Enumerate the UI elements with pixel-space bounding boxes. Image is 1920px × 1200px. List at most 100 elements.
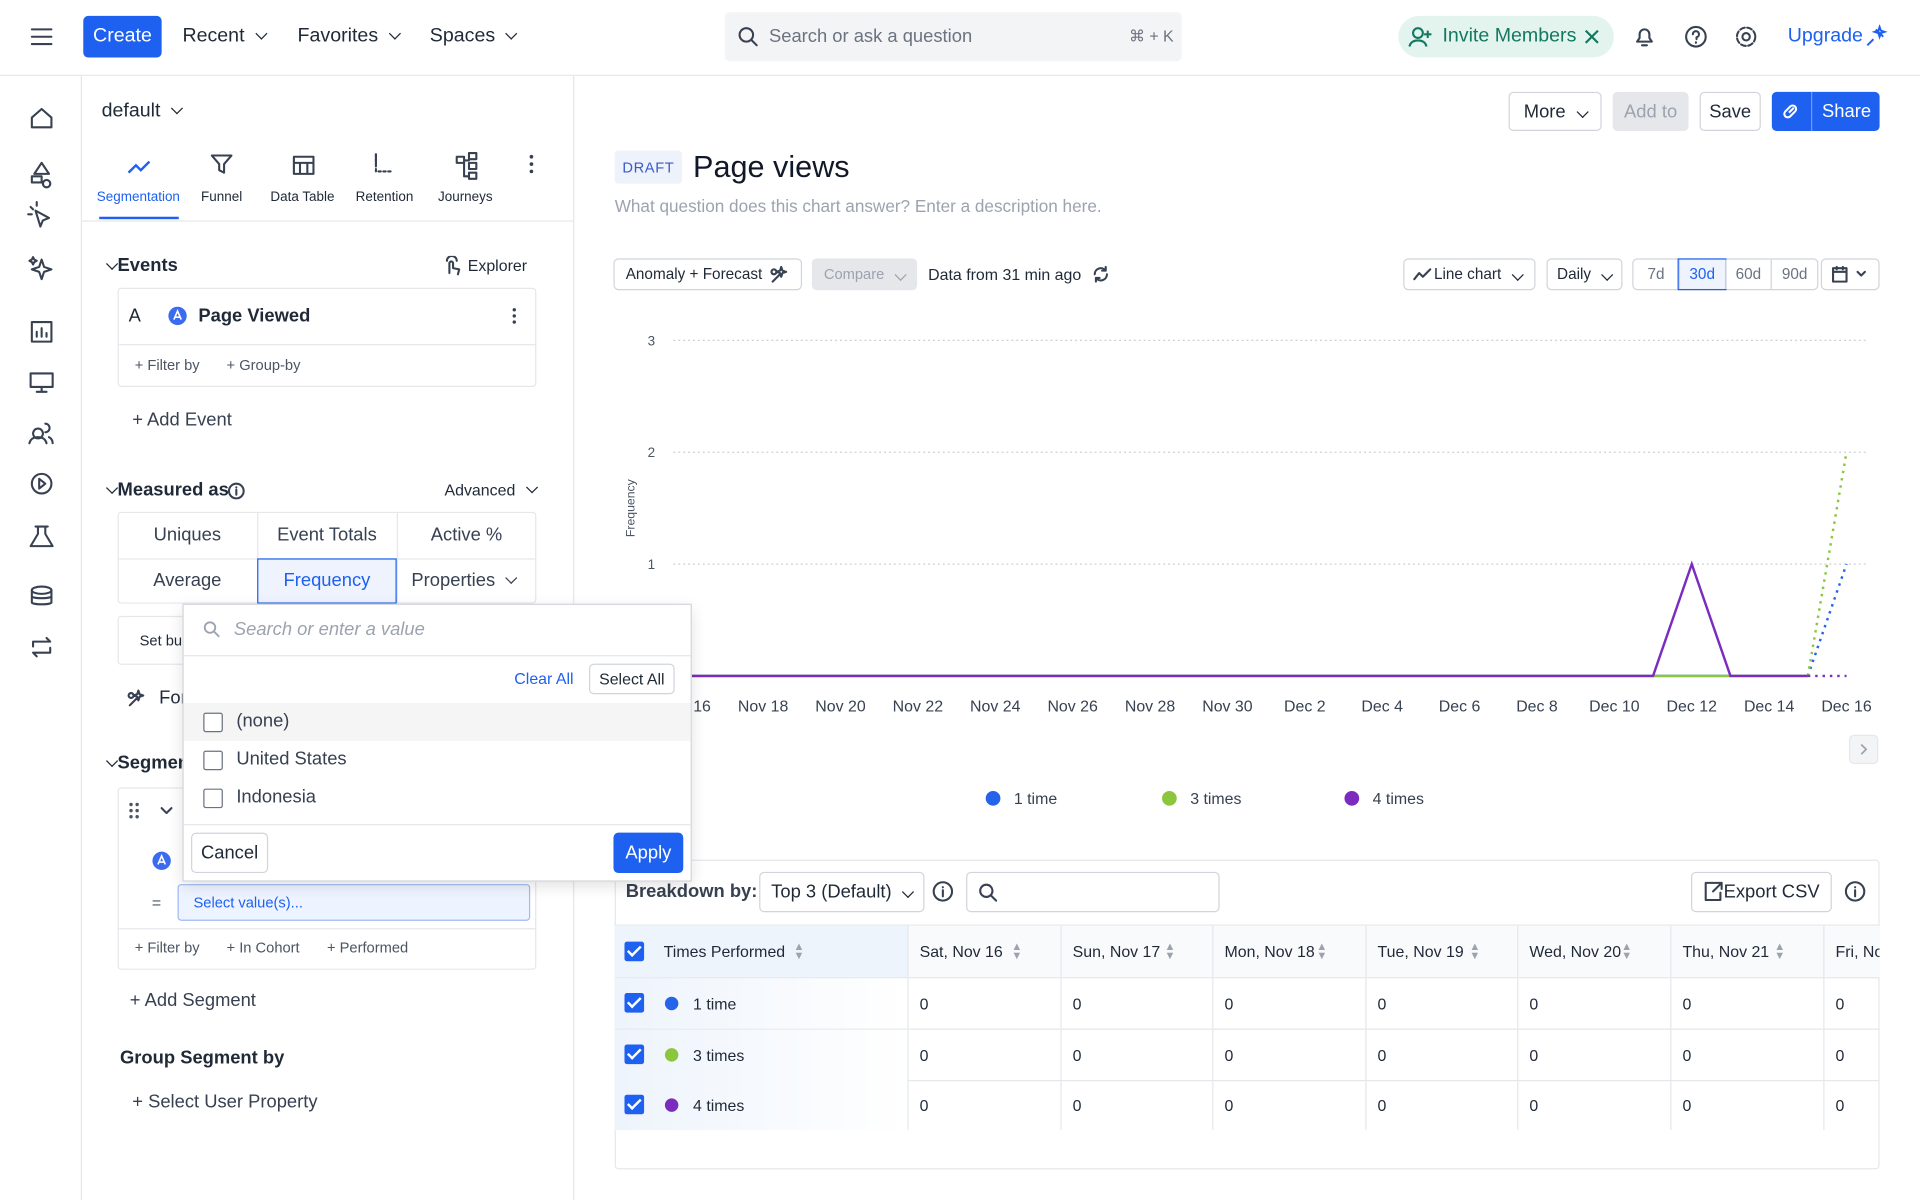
header-cell[interactable]: Sun, Nov 17 ▲ ▼ [1060, 925, 1213, 978]
sort-icon[interactable]: ▲ ▼ [793, 940, 805, 962]
compare-button[interactable]: Compare [811, 258, 918, 291]
invite-pill[interactable] [1398, 15, 1614, 58]
tab-data-table[interactable]: Data Table [270, 189, 335, 205]
select-all[interactable]: Select All [588, 663, 675, 695]
tab-retention[interactable]: Retention [355, 189, 414, 205]
save-button[interactable]: Save [1699, 91, 1761, 132]
chart-description[interactable]: What question does this chart answer? En… [614, 195, 1102, 216]
segment-cohort[interactable]: + In Cohort [226, 939, 300, 957]
legend-label[interactable]: 1 time [1014, 791, 1057, 808]
add-to-button[interactable]: Add to [1612, 91, 1689, 132]
add-event[interactable]: + Add Event [132, 409, 232, 431]
nav-spaces[interactable]: Spaces [430, 26, 516, 48]
help-icon[interactable] [1684, 24, 1708, 48]
sort-icon[interactable]: ▲ ▼ [1316, 940, 1328, 962]
legend-label[interactable]: 4 times [1373, 791, 1424, 808]
measure-option[interactable]: Average [153, 570, 222, 591]
tab-segmentation[interactable]: Segmentation [96, 189, 180, 205]
checkbox[interactable] [624, 941, 645, 962]
range-option[interactable]: 7d [1647, 265, 1665, 283]
option-row[interactable]: (none) [183, 702, 691, 741]
checkbox[interactable] [624, 1094, 645, 1115]
sort-icon[interactable]: ▲ ▼ [1011, 940, 1023, 962]
checkbox[interactable] [203, 712, 223, 733]
add-segment[interactable]: + Add Segment [129, 990, 256, 1011]
nav-icons[interactable] [0, 76, 82, 688]
set-buckets[interactable]: Set bu [139, 631, 183, 649]
measure-option[interactable]: Uniques [153, 524, 222, 546]
segment-filter[interactable]: + Filter by [134, 939, 200, 957]
table-search[interactable] [966, 871, 1220, 913]
header-cell[interactable]: Wed, Nov 20 ▲ ▼ [1517, 925, 1671, 978]
header-cell[interactable]: Mon, Nov 18 ▲ ▼ [1212, 925, 1366, 978]
nav-recent[interactable]: Recent [182, 26, 265, 48]
range-option[interactable]: 90d [1770, 259, 1817, 289]
chart-title[interactable]: Page views [693, 150, 850, 185]
measure-option[interactable]: Properties [411, 570, 516, 591]
legend-marker[interactable] [1344, 791, 1360, 806]
header-cell[interactable]: Thu, Nov 21 ▲ ▼ [1670, 925, 1824, 978]
more-button[interactable]: More [1508, 91, 1602, 132]
search-box[interactable] [724, 12, 1182, 62]
share-button[interactable]: Share [1822, 101, 1872, 122]
segment-performed[interactable]: + Performed [326, 939, 409, 957]
apply-button[interactable]: Apply [613, 832, 684, 874]
info-icon[interactable] [932, 880, 954, 902]
bell-icon[interactable] [1633, 24, 1655, 48]
invite-members[interactable]: Invite Members [1442, 25, 1577, 47]
settings-icon[interactable] [1734, 24, 1758, 48]
header-cell[interactable]: Times Performed ▲ ▼ [614, 925, 908, 978]
select-values[interactable]: Select value(s)... [193, 893, 303, 912]
scroll-right[interactable] [1848, 734, 1879, 765]
option-row[interactable]: Indonesia [184, 779, 691, 817]
measure-option[interactable]: Event Totals [277, 524, 377, 546]
interval-select[interactable]: Daily [1546, 258, 1623, 291]
info-icon[interactable] [1844, 880, 1866, 902]
refresh-icon[interactable] [1091, 264, 1111, 284]
event-name[interactable]: Page Viewed [198, 305, 311, 327]
upgrade-link[interactable]: Upgrade [1787, 25, 1863, 47]
checkbox[interactable] [624, 1043, 645, 1064]
cancel-button[interactable]: Cancel [191, 832, 269, 874]
drag-handle[interactable] [127, 801, 176, 821]
checkbox[interactable] [203, 788, 223, 809]
measure-option[interactable]: Frequency [283, 570, 371, 591]
advanced-select[interactable]: Advanced [444, 481, 536, 499]
value-select[interactable] [177, 884, 531, 921]
project-select[interactable]: default [102, 100, 182, 122]
legend-label[interactable]: 3 times [1190, 791, 1241, 808]
info-icon[interactable] [227, 482, 245, 500]
tab-funnel[interactable]: Funnel [201, 189, 243, 205]
group-by[interactable]: + Group-by [226, 356, 301, 374]
kebab-icon[interactable] [509, 306, 519, 326]
checkbox[interactable] [203, 750, 223, 771]
sort-icon[interactable]: ▲ ▼ [1469, 940, 1481, 962]
range-option[interactable]: 30d [1677, 258, 1726, 291]
breakdown-select[interactable]: Top 3 (Default) [759, 871, 925, 913]
export-csv[interactable]: Export CSV [1691, 871, 1832, 913]
nav-favorites[interactable]: Favorites [298, 26, 399, 48]
sort-icon[interactable]: ▲ ▼ [1621, 940, 1633, 962]
select-user-property[interactable]: + Select User Property [132, 1091, 318, 1113]
anomaly-button[interactable]: Anomaly + Forecast [613, 258, 803, 291]
filter-by[interactable]: + Filter by [134, 356, 200, 374]
sort-icon[interactable]: ▲ ▼ [1774, 940, 1786, 962]
menu-icon[interactable] [29, 24, 53, 48]
calendar-button[interactable] [1820, 258, 1880, 291]
range-option[interactable]: 60d [1724, 259, 1771, 289]
clear-all[interactable]: Clear All [514, 669, 574, 688]
header-cell[interactable]: Tue, Nov 19 ▲ ▼ [1365, 925, 1518, 978]
checkbox[interactable] [624, 993, 645, 1013]
sort-icon[interactable]: ▲ ▼ [1164, 940, 1176, 962]
header-cell[interactable]: Fri, No▲▼ [1823, 925, 1880, 978]
tab-journeys[interactable]: Journeys [437, 189, 493, 205]
dropdown-search[interactable]: Search or enter a value [233, 618, 425, 640]
option-row[interactable]: United States [184, 741, 691, 779]
header-cell[interactable]: Sat, Nov 16 ▲ ▼ [907, 925, 1061, 978]
create-button[interactable]: Create [83, 15, 162, 58]
legend-marker[interactable] [1162, 791, 1177, 806]
explorer-button[interactable]: Explorer [467, 256, 528, 275]
legend-marker[interactable] [985, 791, 1001, 806]
link-icon[interactable] [1780, 102, 1802, 122]
measure-option[interactable]: Active % [430, 524, 503, 546]
